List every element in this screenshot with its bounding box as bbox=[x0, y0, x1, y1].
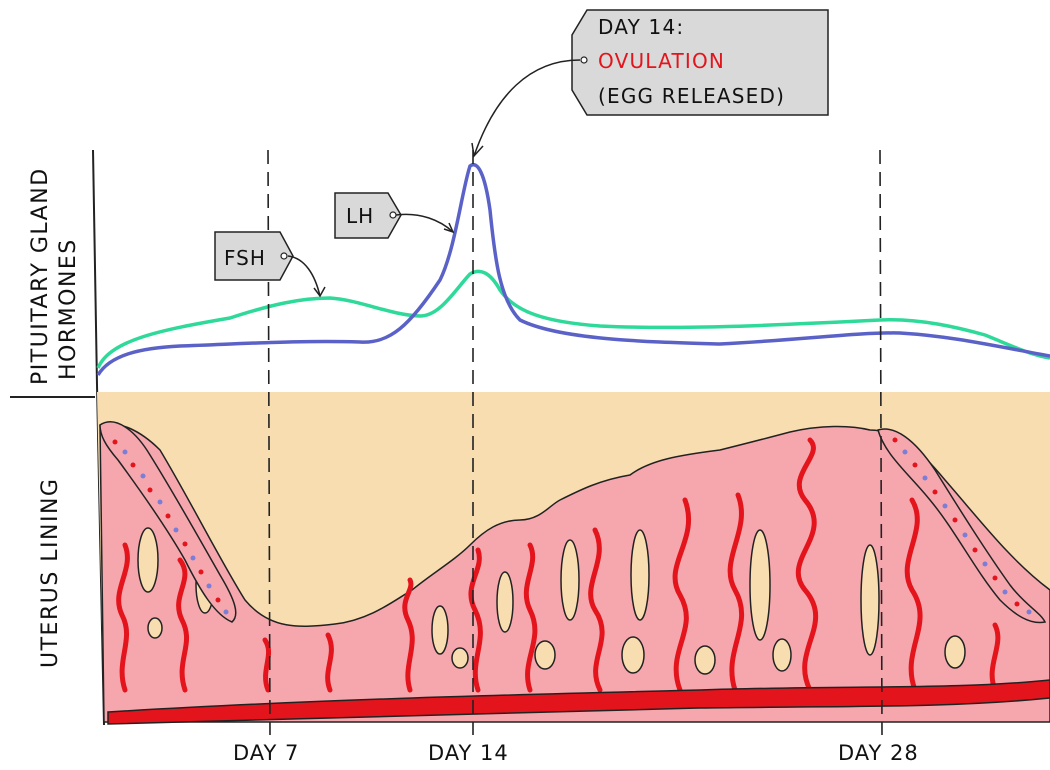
hormones-label-line2: HORMONES bbox=[56, 238, 81, 380]
callout-line-3: (EGG RELEASED) bbox=[598, 84, 785, 108]
spiral-arteries bbox=[116, 437, 1001, 693]
ovulation-callout: DAY 14: OVULATION (EGG RELEASED) bbox=[471, 9, 829, 158]
crypt bbox=[630, 529, 650, 621]
crypt bbox=[534, 640, 556, 670]
lh-curve bbox=[96, 163, 1050, 376]
fsh-tag-shape bbox=[214, 231, 294, 281]
crypt bbox=[944, 635, 966, 669]
artery bbox=[727, 492, 745, 693]
crypt bbox=[137, 527, 159, 593]
lh-tag-shape bbox=[334, 192, 402, 239]
day-7-label: DAY 7 bbox=[233, 741, 299, 765]
crypt bbox=[147, 617, 163, 639]
artery bbox=[904, 497, 923, 693]
crypt bbox=[772, 638, 792, 672]
crypt bbox=[451, 647, 469, 669]
uterus-label: UTERUS LINING bbox=[38, 478, 63, 668]
fsh-pointer-arrow bbox=[287, 255, 321, 297]
artery bbox=[468, 547, 483, 693]
artery bbox=[262, 637, 272, 693]
ovulation-callout-shape bbox=[571, 9, 829, 116]
fsh-tag: FSH bbox=[214, 231, 326, 298]
crypt bbox=[496, 571, 514, 633]
day-28-line bbox=[879, 149, 883, 736]
hormone-axis-line bbox=[92, 149, 98, 386]
crypt bbox=[431, 605, 449, 655]
fsh-tag-label: FSH bbox=[224, 246, 266, 270]
basal-blood-vessel bbox=[107, 679, 1050, 725]
ovulation-pointer-arrow bbox=[473, 59, 581, 157]
crypt bbox=[694, 645, 716, 675]
lh-tag-label: LH bbox=[346, 204, 374, 228]
artery bbox=[989, 622, 1001, 693]
shedding-lining bbox=[99, 421, 1047, 624]
crypt bbox=[860, 544, 880, 656]
artery bbox=[402, 577, 415, 693]
artery bbox=[588, 527, 605, 693]
callout-line-2: OVULATION bbox=[598, 49, 725, 73]
day-14-label: DAY 14 bbox=[428, 741, 509, 765]
crypt bbox=[560, 539, 580, 621]
crypt bbox=[621, 636, 645, 674]
hormones-label-line1: PITUITARY GLAND bbox=[28, 167, 53, 385]
artery bbox=[523, 542, 538, 693]
lh-tag: LH bbox=[334, 192, 455, 239]
artery bbox=[325, 632, 334, 693]
callout-line-1: DAY 14: bbox=[598, 15, 684, 39]
artery bbox=[116, 542, 130, 693]
lh-pointer-arrow bbox=[395, 213, 454, 233]
artery bbox=[795, 437, 819, 693]
artery bbox=[672, 497, 692, 693]
uterus-tissue bbox=[99, 423, 1050, 723]
crypt bbox=[749, 529, 771, 641]
day-28-label: DAY 28 bbox=[838, 741, 919, 765]
artery bbox=[176, 557, 189, 693]
shedding-strip-right bbox=[877, 428, 1047, 624]
fsh-curve bbox=[96, 269, 1050, 369]
